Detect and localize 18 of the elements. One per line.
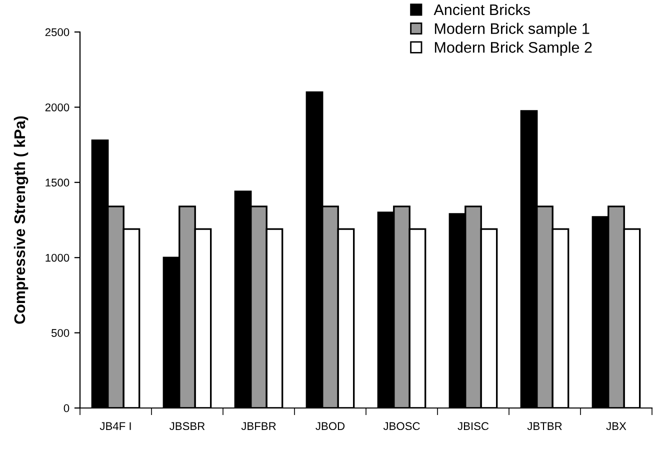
y-tick-label: 0 — [64, 404, 70, 412]
x-tick-label: JBOSC — [383, 422, 420, 430]
y-tick-label: 500 — [51, 329, 70, 337]
x-tick-label: JB4F I — [100, 422, 131, 430]
y-tick-label: 1000 — [46, 254, 70, 262]
legend-label: Ancient Bricks — [434, 4, 530, 16]
x-tick-label: JBOD — [316, 422, 345, 430]
y-tick-label: 2500 — [45, 28, 70, 36]
x-tick-label: JBISC — [458, 422, 489, 430]
x-tick-label: JBFBR — [241, 422, 276, 430]
x-tick-label: JBTBR — [527, 422, 562, 430]
y-axis-title: Compressive Strength ( kPa) — [14, 116, 28, 324]
y-tick-label: 2000 — [45, 103, 70, 112]
x-tick-label: JBX — [606, 422, 626, 430]
legend-label: Modern Brick Sample 2 — [434, 42, 592, 56]
legend-label: Modern Brick sample 1 — [434, 22, 590, 38]
x-tick-label: JBSBR — [170, 422, 205, 430]
y-tick-label: 1500 — [46, 178, 70, 187]
